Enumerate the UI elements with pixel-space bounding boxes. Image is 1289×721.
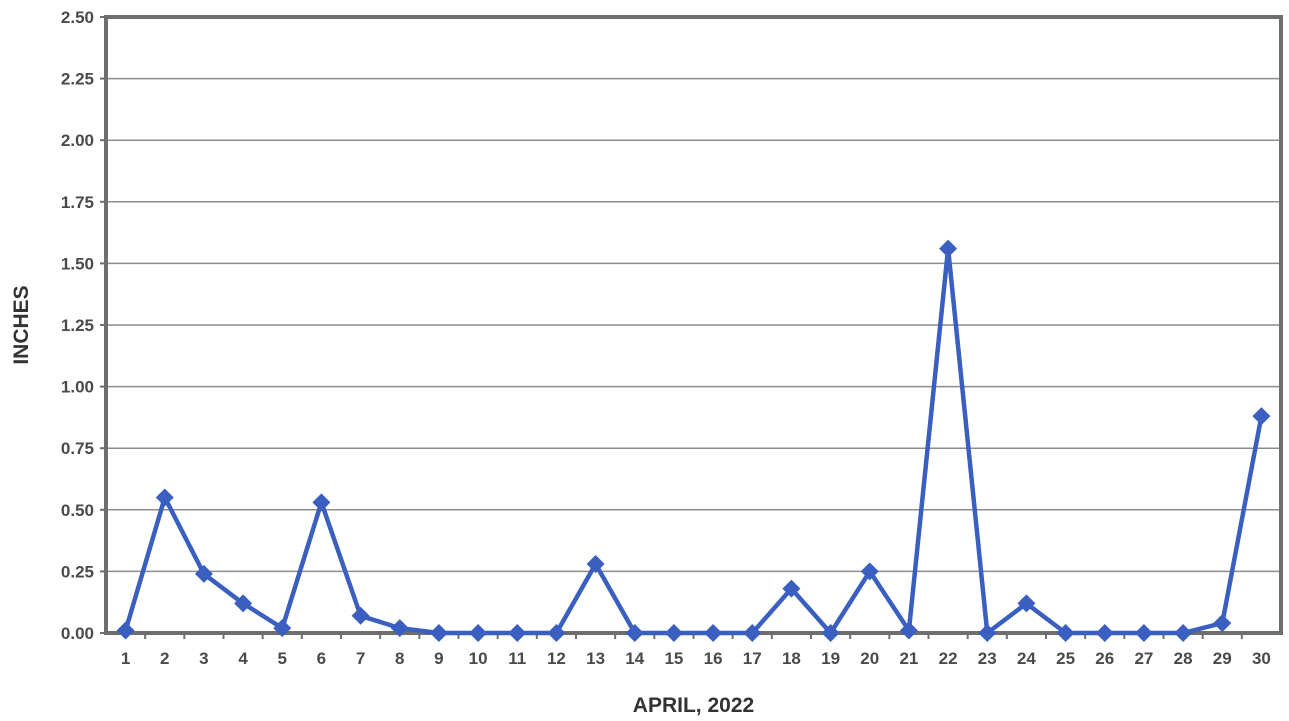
data-point-marker [704,624,723,642]
x-tick-label: 8 [395,649,404,668]
x-tick-label: 24 [1017,649,1036,668]
x-tick-label: 26 [1095,649,1114,668]
x-tick-label: 29 [1213,649,1232,668]
x-tick-label: 11 [508,649,526,668]
data-point-marker [1095,624,1114,642]
data-point-marker [899,621,918,640]
x-tick-label: 19 [821,649,840,668]
data-point-marker [508,624,527,642]
x-tick-label: 2 [160,649,169,668]
x-tick-label: 13 [586,649,605,668]
x-tick-label: 3 [199,649,208,668]
data-point-marker [1213,614,1232,633]
y-tick-label: 1.25 [61,316,94,335]
data-point-marker [469,624,488,642]
x-tick-label: 15 [664,649,683,668]
data-point-marker [312,493,331,512]
data-point-marker [743,624,762,642]
x-tick-label: 28 [1174,649,1193,668]
x-tick-label: 10 [469,649,488,668]
y-tick-label: 0.75 [61,439,94,458]
data-point-marker [155,488,174,507]
data-point-marker [234,594,253,613]
x-tick-label: 23 [978,649,997,668]
data-point-marker [782,579,801,598]
data-point-marker [664,624,683,642]
data-point-marker [273,619,292,638]
data-point-marker [1017,594,1036,613]
x-tick-label: 17 [743,649,762,668]
x-tick-label: 14 [625,649,644,668]
y-tick-label: 2.50 [61,8,94,27]
y-axis-ticks: 0.00 0.25 0.50 0.75 1.00 1.25 1.50 1.75 2.00 2.25… [61,8,106,643]
y-tick-label: 0.00 [61,624,94,643]
x-tick-label: 4 [238,649,248,668]
gridlines [106,77,1281,573]
x-tick-label: 16 [704,649,723,668]
x-tick-label: 18 [782,649,801,668]
x-axis-ticks: 1 2 3 4 5 6 7 8 9 10 11 12 13 14 15 16 17 18 19 20 21 22 23 24 2… [121,633,1271,668]
y-tick-label: 1.50 [61,254,94,273]
series-layer [116,239,1271,642]
y-axis-title: INCHES [10,285,33,364]
x-tick-label: 12 [547,649,566,668]
data-point-marker [390,619,409,638]
y-tick-label: 0.25 [61,562,94,581]
x-tick-label: 22 [939,649,958,668]
data-point-marker [547,624,566,642]
data-point-marker [939,239,958,258]
x-tick-label: 21 [899,649,918,668]
data-point-marker [1056,624,1075,642]
data-point-marker [978,624,997,642]
data-point-marker [586,555,605,574]
data-point-marker [625,624,644,642]
x-tick-label: 27 [1134,649,1153,668]
data-point-marker [1174,624,1193,642]
x-tick-label: 5 [278,649,287,668]
y-tick-label: 0.50 [61,501,94,520]
y-tick-label: 1.00 [61,378,94,397]
data-point-marker [429,624,448,642]
data-point-marker [116,621,135,640]
data-point-marker [194,564,213,583]
data-point-marker [1134,624,1153,642]
data-point-marker [351,606,370,625]
x-tick-label: 30 [1252,649,1271,668]
data-point-marker [821,624,840,642]
data-point-marker [1252,407,1271,426]
x-tick-label: 25 [1056,649,1075,668]
y-tick-label: 2.00 [61,131,94,150]
x-axis-title: APRIL, 2022 [633,694,754,717]
x-tick-label: 7 [356,649,365,668]
x-tick-label: 9 [434,649,443,668]
series-line [123,246,1264,636]
x-tick-label: 6 [317,649,326,668]
data-point-marker [860,562,879,581]
y-tick-label: 1.75 [61,193,94,212]
y-tick-label: 2.25 [61,70,94,89]
x-tick-label: 1 [121,649,130,668]
x-tick-label: 20 [860,649,879,668]
